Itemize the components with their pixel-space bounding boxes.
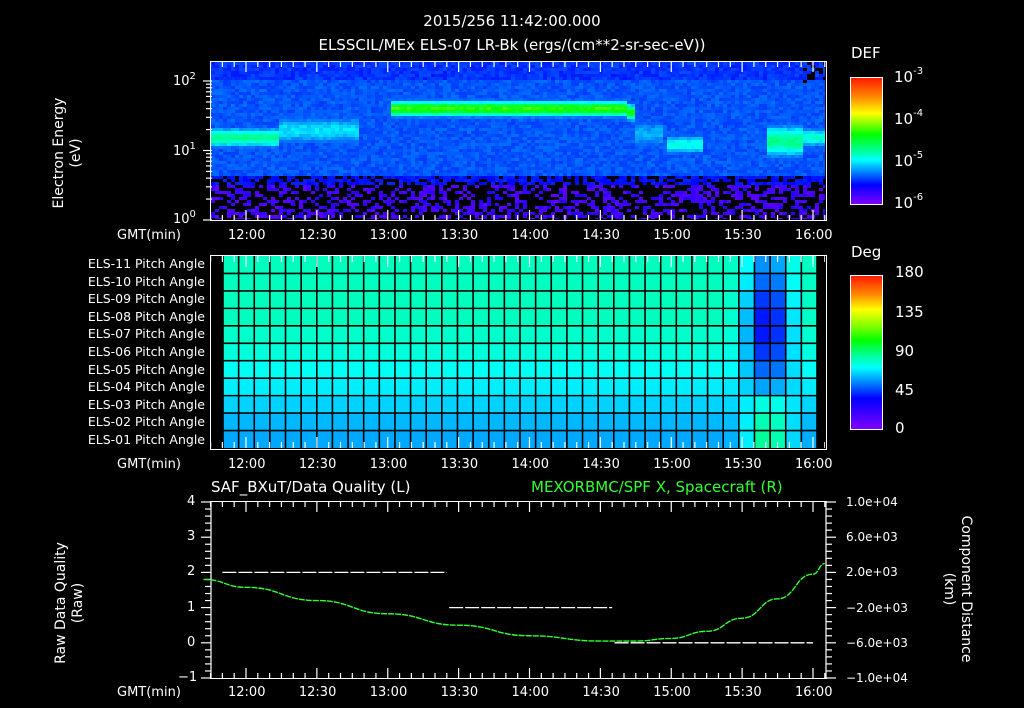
pitch-angle-row-label: ELS-06 Pitch Angle xyxy=(87,344,205,359)
xtick-label: 15:00 xyxy=(653,228,691,243)
right-ytick-label: 6.0e+03 xyxy=(846,530,898,545)
ytick-1e1: 101 xyxy=(173,141,196,159)
spectrogram-image xyxy=(211,62,825,219)
panel3-xlabel: GMT(min) xyxy=(117,685,181,700)
right-ytick-label: −1.0e+04 xyxy=(846,671,908,685)
xtick-label: 13:30 xyxy=(440,228,479,243)
cbar2-tick-135: 135 xyxy=(895,303,924,321)
xtick-label: 15:30 xyxy=(724,685,762,700)
colorbar-def xyxy=(850,77,883,205)
xtick-label: 16:00 xyxy=(795,457,833,472)
energy-spectrogram xyxy=(210,61,827,221)
xtick-label: 13:30 xyxy=(440,457,479,472)
xtick-label: 13:00 xyxy=(369,228,408,243)
xtick-label: 13:00 xyxy=(369,685,408,700)
panel2-xlabel: GMT(min) xyxy=(117,457,181,472)
xtick-label: 15:00 xyxy=(653,685,691,700)
pitch-angle-row-label: ELS-07 Pitch Angle xyxy=(87,326,205,342)
xtick-label: 14:30 xyxy=(582,228,620,243)
right-ytick-label: 2.0e+03 xyxy=(846,565,898,580)
xtick-label: 15:30 xyxy=(724,228,762,243)
xtick-label: 15:30 xyxy=(724,457,762,472)
pitch-angle-row-label: ELS-09 Pitch Angle xyxy=(87,291,205,307)
colorbar1-title: DEF xyxy=(851,44,881,62)
xtick-label: 16:00 xyxy=(795,685,833,700)
right-ytick-label: 1.0e+04 xyxy=(846,495,898,509)
xtick-label: 16:00 xyxy=(795,228,833,243)
xtick-label: 14:00 xyxy=(511,228,549,243)
pitch-angle-row-label: ELS-10 Pitch Angle xyxy=(87,273,205,289)
left-ytick-label: 1 xyxy=(187,599,196,615)
xtick-label: 12:00 xyxy=(228,228,266,243)
right-ytick-label: −2.0e+03 xyxy=(846,600,908,615)
colorbar-deg xyxy=(850,275,883,430)
left-ytick-label: 2 xyxy=(187,564,196,580)
left-ytick-label: 4 xyxy=(187,494,196,509)
xtick-label: 12:30 xyxy=(298,457,337,472)
panel3-title-left: SAF_BXuT/Data Quality (L) xyxy=(211,478,411,496)
ytick-1e2: 102 xyxy=(173,71,196,89)
left-ytick-label: 3 xyxy=(187,529,196,545)
cbar1-tick-1: 10-4 xyxy=(894,108,924,128)
pitch-angle-image xyxy=(211,256,825,448)
cbar1-tick-3: 10-6 xyxy=(894,192,924,212)
cbar2-tick-90: 90 xyxy=(895,342,915,360)
cbar1-tick-0: 10-3 xyxy=(894,66,924,86)
cbar1-tick-2: 10-5 xyxy=(894,150,924,170)
xtick-label: 15:00 xyxy=(653,457,691,472)
xtick-label: 12:30 xyxy=(298,228,337,243)
xtick-label: 14:30 xyxy=(582,685,620,700)
ytick-1e0: 100 xyxy=(173,209,196,227)
cbar2-tick-45: 45 xyxy=(895,381,915,399)
panel1-xlabel: GMT(min) xyxy=(117,228,181,243)
xtick-label: 12:00 xyxy=(228,685,266,700)
pitch-angle-panel xyxy=(210,255,827,450)
right-ytick-label: −6.0e+03 xyxy=(846,635,908,650)
pitch-angle-row-label: ELS-08 Pitch Angle xyxy=(87,308,205,324)
quality-panel xyxy=(210,501,827,679)
pitch-angle-row-label: ELS-11 Pitch Angle xyxy=(87,256,205,271)
pitch-angle-row-label: ELS-04 Pitch Angle xyxy=(87,379,205,395)
pitch-angle-row-label: ELS-03 Pitch Angle xyxy=(87,396,205,412)
cbar2-tick-180: 180 xyxy=(895,263,924,281)
plot-timestamp: 2015/256 11:42:00.000 xyxy=(423,12,601,30)
xtick-label: 13:00 xyxy=(369,457,408,472)
xtick-label: 12:00 xyxy=(228,457,266,472)
left-ytick-label: 0 xyxy=(187,634,196,650)
xtick-label: 14:30 xyxy=(582,457,620,472)
xtick-label: 12:30 xyxy=(298,685,337,700)
cbar2-tick-0: 0 xyxy=(895,419,905,437)
pitch-angle-row-label: ELS-05 Pitch Angle xyxy=(87,361,205,377)
xtick-label: 14:00 xyxy=(511,457,549,472)
panel3-title-right: MEXORBMC/SPF X, Spacecraft (R) xyxy=(531,478,783,496)
left-ytick-label: −1 xyxy=(178,670,198,685)
plot-subtitle: ELSSCIL/MEx ELS-07 LR-Bk (ergs/(cm**2-sr… xyxy=(318,36,706,54)
pitch-angle-row-label: ELS-02 Pitch Angle xyxy=(87,414,205,430)
pitch-angle-row-label: ELS-01 Pitch Angle xyxy=(87,432,205,447)
xtick-label: 14:00 xyxy=(511,685,549,700)
xtick-label: 13:30 xyxy=(440,685,479,700)
colorbar2-title: Deg xyxy=(851,243,882,261)
